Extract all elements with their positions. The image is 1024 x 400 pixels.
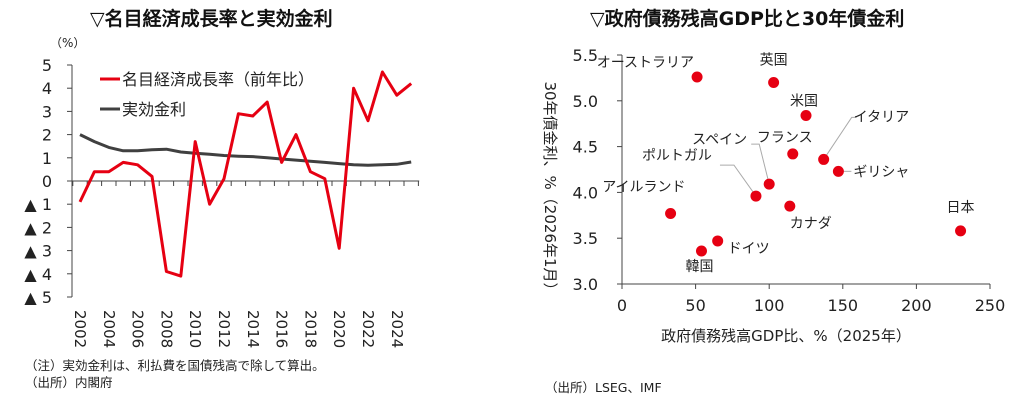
point-label: スペイン [692, 132, 747, 148]
data-point [665, 207, 677, 219]
y-tick-label: 1 [42, 149, 52, 168]
left-chart-title: ▽名目経済成長率と実効金利 [90, 8, 333, 30]
data-point [832, 165, 844, 177]
leader-line [823, 116, 857, 160]
x-tick-label: 2012 [215, 310, 233, 348]
y-tick-label: 5.5 [573, 46, 598, 65]
data-point [787, 148, 799, 160]
y-tick-label: ▲ 5 [24, 288, 52, 307]
x-tick-label: 2008 [157, 310, 175, 348]
x-tick-label: 200 [901, 296, 932, 315]
x-tick-label: 0 [617, 296, 627, 315]
x-tick-label: 2024 [388, 310, 406, 348]
y-tick-label: 5.0 [573, 92, 598, 111]
x-tick-label: 2006 [129, 310, 147, 348]
point-label: カナダ [790, 216, 832, 232]
scatter-chart: 3.0 3.5 4.0 4.5 5.0 5.5 0 50 100 150 200 250 政府債務残高G… [541, 46, 1005, 345]
leader-line [751, 143, 770, 185]
right-source: （出所）LSEG、IMF [545, 380, 662, 395]
y-tick-label: 3 [42, 102, 52, 121]
point-label: イタリア [854, 109, 909, 125]
point-label: オーストラリア [597, 55, 694, 71]
legend-label: 名目経済成長率（前年比） [122, 70, 314, 89]
point-label: 英国 [760, 51, 788, 68]
data-point [800, 109, 812, 121]
data-point [763, 178, 775, 190]
right-chart-title: ▽政府債務残高GDP比と30年債金利 [590, 8, 905, 30]
point-label: フランス [757, 130, 813, 146]
data-point [712, 235, 724, 247]
y-tick-label: 2 [42, 126, 52, 145]
data-point [818, 153, 830, 165]
y-tick-label: ▲ 2 [24, 218, 52, 237]
y-tick-label: 5 [42, 56, 52, 75]
x-tick-label: 50 [685, 296, 705, 315]
x-tick-label: 2002 [71, 310, 89, 348]
leader-line [719, 164, 757, 197]
point-label: アイルランド [602, 179, 685, 195]
y-tick-label: ▲ 1 [24, 195, 52, 214]
y-axis-unit: （%） [50, 36, 85, 50]
y-tick-label: 4.5 [573, 138, 598, 157]
x-tick-label: 100 [754, 296, 785, 315]
x-axis-title: 政府債務残高GDP比、%（2025年） [661, 327, 911, 345]
point-label: ギリシャ [853, 164, 909, 180]
x-tick-label: 2018 [301, 310, 319, 348]
x-tick-label: 2014 [244, 310, 262, 348]
x-tick-label: 2016 [273, 310, 291, 348]
data-point [750, 190, 762, 202]
point-label: ポルトガル [642, 148, 712, 164]
series-nominal-growth-line [78, 70, 413, 278]
data-point [695, 245, 707, 257]
x-tick-label: 2010 [186, 310, 204, 348]
point-label: 米国 [790, 93, 818, 109]
data-point [691, 71, 703, 83]
y-tick-label: ▲ 3 [24, 242, 52, 261]
point-label: 韓国 [685, 259, 713, 275]
x-tick-label: 150 [828, 296, 859, 315]
data-point [768, 76, 780, 88]
y-tick-label: 4.0 [573, 183, 598, 202]
left-note: （注）実効金利は、利払費を国債残高で除して算出。 [25, 358, 325, 373]
x-tick-label: 250 [975, 296, 1006, 315]
point-label: ドイツ [728, 241, 770, 257]
y-tick-label: 0 [42, 172, 52, 191]
y-tick-label: 3.5 [573, 229, 598, 248]
x-tick-label: 2022 [359, 310, 377, 348]
legend-label: 実効金利 [122, 100, 186, 119]
y-tick-label: 3.0 [573, 275, 598, 294]
x-tick-label: 2004 [100, 310, 118, 348]
data-point [955, 225, 967, 237]
data-point [784, 200, 796, 212]
x-tick-label: 2020 [330, 310, 348, 348]
y-tick-label: ▲ 4 [24, 265, 52, 284]
left-source: （出所）内閣府 [25, 375, 113, 390]
line-chart: （%） 5 4 3 2 1 0 ▲ 1 ▲ 2 ▲ 3 ▲ 4 ▲ 5 2002 2004 2006 2008… [24, 36, 420, 348]
series-effective-rate-line [79, 133, 412, 167]
y-tick-label: 4 [42, 79, 52, 98]
y-axis-title: 30年債金利、%（2026年1月） [541, 81, 559, 297]
point-label: 日本 [947, 200, 975, 216]
